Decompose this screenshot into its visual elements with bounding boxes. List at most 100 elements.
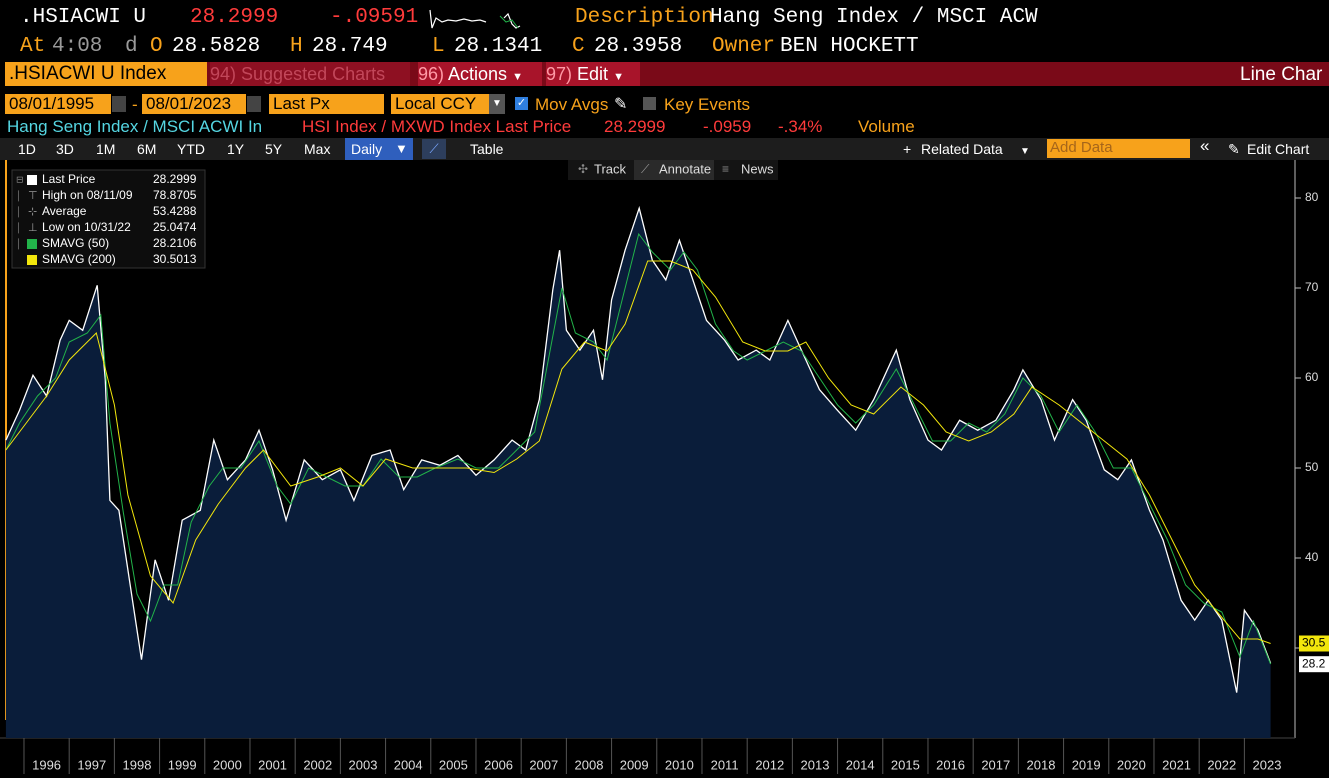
change: -.09591 (330, 6, 419, 29)
add-data-field[interactable]: Add Data (1047, 139, 1190, 158)
y-tick-label: 50 (1305, 460, 1319, 474)
edit-button[interactable]: 97) Edit ▼ (546, 62, 640, 86)
x-tick-label: 2021 (1162, 757, 1191, 772)
end-tag: 30.5 (1302, 636, 1326, 650)
info-last: 28.2999 (604, 117, 666, 136)
open-label: O (150, 35, 163, 58)
annotate-button[interactable]: Annotate (659, 161, 711, 176)
x-tick-label: 2001 (258, 757, 287, 772)
chart-icon[interactable]: ⟋ (422, 139, 446, 159)
calendar-icon[interactable] (112, 96, 126, 112)
key-events[interactable]: Key Events (664, 95, 750, 114)
d-label: d (125, 35, 138, 58)
button-number: 97) (546, 64, 573, 84)
checkbox[interactable]: ✓ (515, 97, 528, 110)
y-tick-label: 80 (1305, 190, 1319, 204)
legend-swatch (27, 239, 37, 249)
x-tick-label: 2014 (846, 757, 875, 772)
range-button[interactable]: YTD (177, 141, 205, 157)
news-button[interactable]: News (741, 161, 774, 176)
security-field[interactable]: .HSIACWI U Index (5, 62, 207, 86)
button-number: 94) (210, 64, 237, 84)
add-data-placeholder: Add Data (1050, 139, 1113, 156)
related-button[interactable]: Related Data (921, 141, 1003, 157)
chart-kind: Line Char (1240, 64, 1323, 85)
legend-value: 28.2106 (153, 236, 197, 250)
x-tick-label: 2000 (213, 757, 242, 772)
x-tick-label: 2015 (891, 757, 920, 772)
y-tick-label: 60 (1305, 370, 1319, 384)
x-tick-label: 2006 (484, 757, 513, 772)
legend-icon: ⊹ (28, 206, 37, 218)
suggested-button[interactable]: 94) Suggested Charts (210, 62, 410, 86)
x-tick-label: 2004 (394, 757, 423, 772)
range-button[interactable]: 1M (96, 141, 116, 157)
sparkline (429, 9, 521, 29)
x-tick-label: 1997 (77, 757, 106, 772)
owner-label: Owner (712, 35, 776, 58)
checkbox[interactable] (643, 97, 656, 110)
x-tick-label: 2018 (1027, 757, 1056, 772)
button-label: Suggested Charts (241, 64, 386, 84)
info-pct: -.34% (778, 117, 823, 136)
x-tick-label: 2005 (439, 757, 468, 772)
track-icon: ✣ (578, 162, 588, 176)
track-button[interactable]: Track (594, 161, 627, 176)
y-tick-label: 70 (1305, 280, 1319, 294)
range-button[interactable]: 5Y (265, 141, 283, 157)
end-date[interactable]: 08/01/2023 (142, 94, 246, 114)
currency-select[interactable]: Local CCY (391, 94, 489, 114)
legend-value: 28.2999 (153, 172, 197, 186)
legend-icon: ⊥ (28, 222, 38, 234)
table-button[interactable]: Table (470, 141, 504, 157)
security-name: Hang Seng Index / MSCI ACWI In (7, 117, 263, 136)
collapse-icon[interactable]: « (1200, 136, 1210, 155)
range-button[interactable]: Max (304, 141, 331, 157)
low: 28.1341 (454, 35, 543, 58)
range-button[interactable]: 3D (56, 141, 74, 157)
last-price: 28.2999 (190, 6, 279, 29)
dropdown-arrow[interactable]: ▼ (489, 94, 505, 114)
close-label: C (572, 35, 585, 58)
news-icon: ≡ (722, 162, 729, 176)
legend-value: 30.5013 (153, 252, 197, 266)
x-tick-label: 1998 (123, 757, 152, 772)
legend-label: SMAVG (200) (42, 252, 116, 266)
pencil-icon[interactable]: ✎ (614, 96, 628, 113)
range-button[interactable]: 1D (18, 141, 36, 157)
button-label: Actions (448, 64, 508, 84)
edit-chart-button[interactable]: Edit Chart (1247, 141, 1310, 157)
x-tick-label: 2011 (711, 757, 739, 772)
chart: ✣ Track ⟋ Annotate ≡ News 30405060708019… (0, 160, 1329, 774)
legend-toggle: ⊟ (16, 174, 24, 184)
x-tick-label: 2002 (303, 757, 332, 772)
button-number: 96) (418, 64, 445, 84)
time: 4:08 (52, 35, 103, 58)
x-tick-label: 2016 (936, 757, 965, 772)
plus-icon: + (903, 141, 912, 157)
x-tick-label: 2019 (1072, 757, 1101, 772)
range-button[interactable]: 1Y (227, 141, 245, 157)
actions-button[interactable]: 96) Actions ▼ (418, 62, 542, 86)
x-tick-label: 2010 (665, 757, 694, 772)
x-tick-label: 2012 (755, 757, 784, 772)
x-tick-label: 2013 (801, 757, 830, 772)
legend-value: 53.4288 (153, 204, 197, 218)
end-tag-box (1299, 656, 1329, 673)
start-date[interactable]: 08/01/1995 (5, 94, 111, 114)
owner: BEN HOCKETT (780, 35, 919, 58)
x-tick-label: 1999 (168, 757, 197, 772)
pencil-icon: ✎ (1228, 141, 1240, 157)
high-label: H (290, 35, 303, 58)
high: 28.749 (312, 35, 388, 58)
end-tag: 28.2 (1302, 656, 1326, 670)
calendar-icon[interactable] (247, 96, 261, 112)
range-button[interactable]: 6M (137, 141, 157, 157)
legend-toggle: │ (16, 189, 22, 201)
frequency-button[interactable]: Daily ▼ (345, 138, 413, 160)
legend-label: Last Price (42, 172, 96, 186)
legend-label: Low on 10/31/22 (42, 220, 131, 234)
end-tag-box (1299, 635, 1329, 652)
field-select[interactable]: Last Px (269, 94, 384, 114)
mov-avgs[interactable]: Mov Avgs (535, 95, 609, 114)
